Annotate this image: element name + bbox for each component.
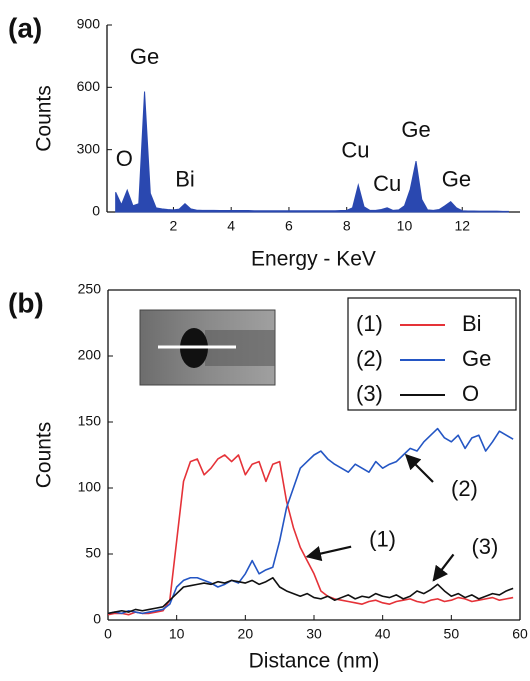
x-tick-label: 20 — [238, 626, 254, 642]
peak-label: Ge — [401, 117, 430, 142]
x-tick-label: 30 — [306, 626, 322, 642]
series-line — [108, 454, 514, 616]
peak-label: Cu — [373, 171, 401, 196]
legend-number: (2) — [356, 346, 383, 371]
y-axis-title: Counts — [33, 422, 56, 489]
peak-label: Ge — [442, 167, 471, 192]
x-tick-label: 10 — [169, 626, 185, 642]
legend-number: (1) — [356, 311, 383, 336]
x-tick-label: 2 — [170, 218, 178, 234]
peak-label: Ge — [130, 44, 159, 69]
plot-area — [115, 91, 509, 213]
legend-label: Bi — [462, 311, 482, 336]
legend: (1) Bi (2) Ge (3) O — [347, 297, 517, 411]
y-tick-label: 0 — [92, 203, 100, 219]
annotation-arrow — [404, 453, 434, 483]
y-tick-label: 300 — [77, 140, 101, 156]
plot-area — [108, 427, 514, 616]
annotation-arrow — [305, 545, 352, 562]
annotation-label: (2) — [451, 476, 478, 501]
peak-label: O — [116, 146, 133, 171]
y-tick-label: 600 — [77, 78, 101, 94]
y-tick-label: 250 — [78, 281, 102, 297]
spectrum-area — [115, 91, 509, 213]
legend-label: Ge — [462, 346, 491, 371]
x-tick-label: 4 — [227, 218, 235, 234]
x-axis-title: Distance (nm) — [249, 650, 380, 673]
x-tick-label: 10 — [397, 218, 413, 234]
legend-number: (3) — [356, 381, 383, 406]
legend-label: O — [462, 381, 479, 406]
x-tick-label: 40 — [375, 626, 391, 642]
inset-image — [139, 309, 276, 386]
panel-label: (a) — [8, 12, 42, 43]
y-axis-title: Counts — [33, 85, 56, 152]
x-tick-label: 8 — [343, 218, 351, 234]
peak-label: Bi — [175, 167, 195, 192]
y-tick-label: 900 — [77, 16, 101, 32]
x-tick-label: 60 — [512, 626, 528, 642]
x-tick-label: 12 — [454, 218, 470, 234]
peak-label: Cu — [341, 138, 369, 163]
annotation-arrow — [432, 553, 455, 582]
annotation-label: (1) — [369, 526, 396, 551]
y-tick-label: 0 — [93, 611, 101, 627]
y-tick-label: 100 — [78, 479, 102, 495]
x-tick-label: 6 — [285, 218, 293, 234]
series-line — [108, 427, 514, 615]
y-tick-label: 200 — [78, 347, 102, 363]
panel-label: (b) — [8, 287, 44, 318]
y-tick-label: 150 — [78, 413, 102, 429]
x-tick-label: 50 — [444, 626, 460, 642]
series-line — [108, 576, 514, 615]
y-tick-label: 50 — [85, 545, 101, 561]
x-tick-label: 0 — [104, 626, 112, 642]
x-axis-title: Energy - KeV — [251, 248, 376, 271]
legend-box — [347, 297, 517, 411]
annotation-label: (3) — [471, 534, 498, 559]
